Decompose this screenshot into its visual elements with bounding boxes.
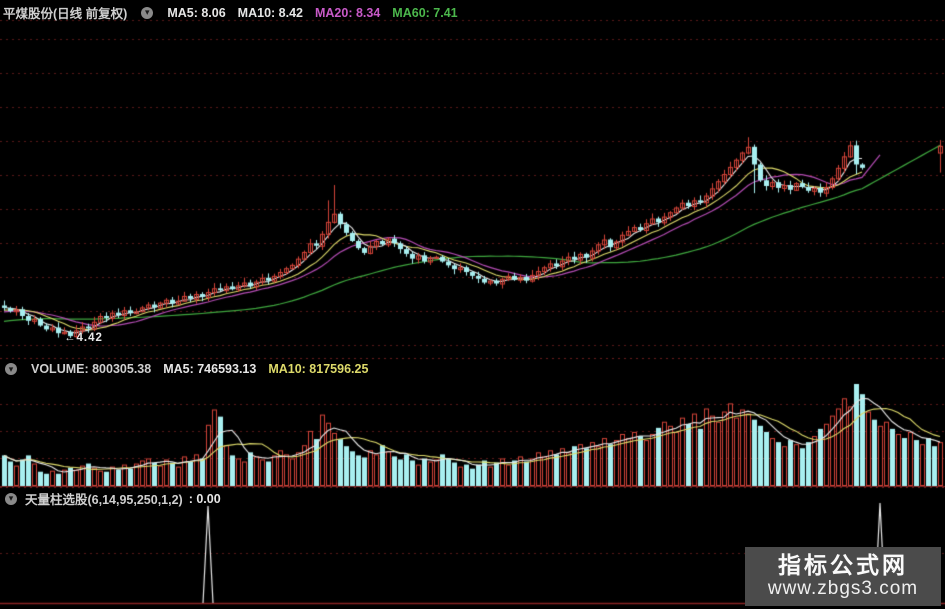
watermark-url: www.zbgs3.com xyxy=(767,578,919,600)
volume-ma5-label: MA5: 746593.13 xyxy=(163,362,257,376)
main-chart-header: 平煤股份(日线 前复权) ▾ MA5: 8.06 MA10: 8.42 MA20… xyxy=(3,3,458,22)
indicator-value: : 0.00 xyxy=(188,491,221,506)
collapse-indicator-icon[interactable]: ▾ xyxy=(5,492,17,505)
watermark-box: 指标公式网 www.zbgs3.com xyxy=(745,547,941,606)
volume-ma10-label: MA10: 817596.25 xyxy=(268,362,369,376)
ma20-label: MA20: 8.34 xyxy=(314,5,381,20)
chart-title: 平煤股份(日线 前复权) xyxy=(3,7,128,21)
collapse-volume-icon[interactable]: ▾ xyxy=(5,363,17,375)
ma60-label: MA60: 7.41 xyxy=(392,5,458,20)
indicator-label: 天量柱选股(6,14,95,250,1,2) xyxy=(25,493,183,507)
ma10-label: MA10: 8.42 xyxy=(237,5,303,20)
watermark-site-name: 指标公式网 xyxy=(778,551,908,578)
collapse-main-icon[interactable]: ▾ xyxy=(141,6,154,19)
low-price-annotation: ←4.42 xyxy=(64,332,103,344)
ma5-label: MA5: 8.06 xyxy=(167,5,226,20)
volume-label: VOLUME: 800305.38 xyxy=(31,362,152,376)
indicator-header: ▾ 天量柱选股(6,14,95,250,1,2) : 0.00 xyxy=(3,489,221,508)
volume-header: ▾ VOLUME: 800305.38 MA5: 746593.13 MA10:… xyxy=(3,362,368,376)
